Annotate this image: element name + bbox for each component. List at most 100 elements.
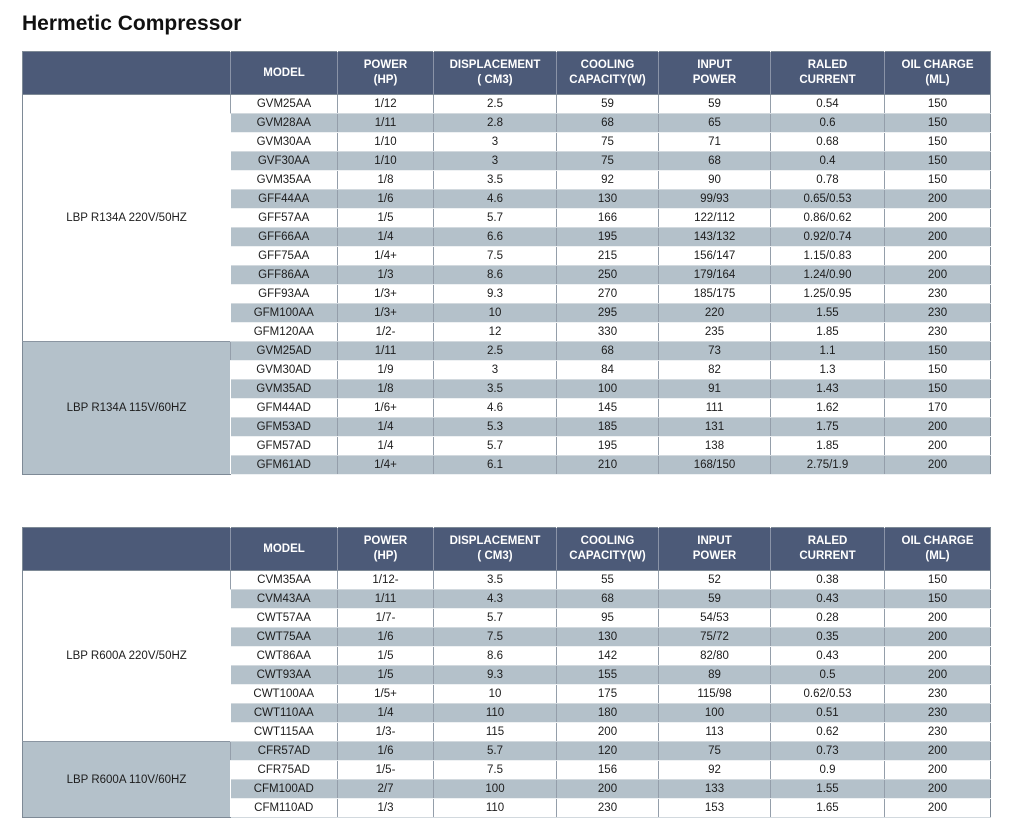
table-row: GFM100AA 1/3+ 10 295 220 1.55 230 <box>23 303 991 323</box>
cell-cooling-capacity: 230 <box>556 798 659 818</box>
cell-model: CWT86AA <box>230 646 338 666</box>
cell-displacement: 8.6 <box>433 646 557 666</box>
cell-displacement: 115 <box>433 722 557 742</box>
cell-power-hp: 1/6 <box>337 189 434 209</box>
table-row: GFM57AD 1/4 5.7 195 138 1.85 200 <box>23 436 991 456</box>
cell-power-hp: 1/9 <box>337 360 434 380</box>
table-row: LBP R600A 110V/60HZ CFR57AD 1/6 5.7 120 75 0.7… <box>22 741 991 818</box>
cell-oil-charge: 200 <box>884 208 991 228</box>
cell-model: CWT115AA <box>230 722 338 742</box>
cell-displacement: 4.6 <box>433 398 557 418</box>
cell-oil-charge: 200 <box>884 455 991 475</box>
cell-cooling-capacity: 75 <box>556 151 659 171</box>
table-row: GVM30AD 1/9 3 84 82 1.3 150 <box>23 360 991 380</box>
cell-rated-current: 0.5 <box>770 665 885 685</box>
cell-model: CWT110AA <box>230 703 338 723</box>
group-label: LBP R134A 220V/50HZ <box>22 94 231 342</box>
table-row: GFF57AA 1/5 5.7 166 122/112 0.86/0.62 200 <box>23 208 991 228</box>
cell-cooling-capacity: 215 <box>556 246 659 266</box>
table-row: CWT93AA 1/5 9.3 155 89 0.5 200 <box>23 665 991 685</box>
cell-power-hp: 1/4 <box>337 227 434 247</box>
cell-rated-current: 0.4 <box>770 151 885 171</box>
column-header: OIL CHARGE (ML) <box>884 527 991 571</box>
cell-displacement: 3 <box>433 132 557 152</box>
cell-oil-charge: 150 <box>884 360 991 380</box>
cell-rated-current: 0.62/0.53 <box>770 684 885 704</box>
cell-cooling-capacity: 180 <box>556 703 659 723</box>
column-header: RALED CURRENT <box>770 527 885 571</box>
cell-rated-current: 0.73 <box>770 741 885 761</box>
cell-input-power: 65 <box>658 113 771 133</box>
cell-rated-current: 1.75 <box>770 417 885 437</box>
cell-input-power: 71 <box>658 132 771 152</box>
cell-rated-current: 0.51 <box>770 703 885 723</box>
cell-displacement: 6.1 <box>433 455 557 475</box>
cell-oil-charge: 200 <box>884 646 991 666</box>
cell-input-power: 89 <box>658 665 771 685</box>
cell-cooling-capacity: 210 <box>556 455 659 475</box>
cell-oil-charge: 150 <box>884 151 991 171</box>
cell-cooling-capacity: 92 <box>556 170 659 190</box>
cell-displacement: 3 <box>433 360 557 380</box>
cell-oil-charge: 200 <box>884 608 991 628</box>
cell-oil-charge: 150 <box>884 170 991 190</box>
cell-displacement: 5.7 <box>433 208 557 228</box>
cell-rated-current: 1.85 <box>770 322 885 342</box>
cell-power-hp: 1/5- <box>337 760 434 780</box>
cell-oil-charge: 200 <box>884 760 991 780</box>
cell-power-hp: 1/4 <box>337 703 434 723</box>
cell-power-hp: 1/3- <box>337 722 434 742</box>
table-row: CVM43AA 1/11 4.3 68 59 0.43 150 <box>23 589 991 609</box>
cell-input-power: 73 <box>658 341 771 361</box>
column-header: COOLING CAPACITY(W) <box>556 527 659 571</box>
cell-displacement: 3.5 <box>433 570 557 590</box>
cell-oil-charge: 230 <box>884 322 991 342</box>
cell-model: CVM35AA <box>230 570 338 590</box>
cell-power-hp: 1/2- <box>337 322 434 342</box>
cell-cooling-capacity: 75 <box>556 132 659 152</box>
cell-model: GFM57AD <box>230 436 338 456</box>
cell-oil-charge: 150 <box>884 132 991 152</box>
cell-power-hp: 1/12- <box>337 570 434 590</box>
cell-cooling-capacity: 68 <box>556 341 659 361</box>
cell-input-power: 82 <box>658 360 771 380</box>
cell-rated-current: 0.35 <box>770 627 885 647</box>
cell-cooling-capacity: 84 <box>556 360 659 380</box>
cell-power-hp: 1/4 <box>337 417 434 437</box>
cell-rated-current: 1.24/0.90 <box>770 265 885 285</box>
cell-model: GFF75AA <box>230 246 338 266</box>
cell-power-hp: 1/8 <box>337 379 434 399</box>
cell-oil-charge: 200 <box>884 436 991 456</box>
cell-rated-current: 0.86/0.62 <box>770 208 885 228</box>
cell-displacement: 7.5 <box>433 760 557 780</box>
cell-oil-charge: 230 <box>884 703 991 723</box>
column-header: POWER (HP) <box>337 51 434 95</box>
column-header: DISPLACEMENT( CM3) <box>433 51 557 95</box>
cell-power-hp: 1/10 <box>337 132 434 152</box>
cell-model: GFF86AA <box>230 265 338 285</box>
cell-displacement: 2.5 <box>433 341 557 361</box>
cell-model: GVM35AA <box>230 170 338 190</box>
table-row: GFM44AD 1/6+ 4.6 145 111 1.62 170 <box>23 398 991 418</box>
table-row: GFM61AD 1/4+ 6.1 210 168/150 2.75/1.9 200 <box>23 455 991 475</box>
cell-model: GFF57AA <box>230 208 338 228</box>
cell-input-power: 113 <box>658 722 771 742</box>
cell-rated-current: 1.55 <box>770 303 885 323</box>
cell-power-hp: 1/6 <box>337 741 434 761</box>
cell-input-power: 59 <box>658 94 771 114</box>
cell-input-power: 90 <box>658 170 771 190</box>
cell-oil-charge: 200 <box>884 741 991 761</box>
cell-displacement: 110 <box>433 703 557 723</box>
table-row: GFF44AA 1/6 4.6 130 99/93 0.65/0.53 200 <box>23 189 991 209</box>
cell-input-power: 115/98 <box>658 684 771 704</box>
cell-displacement: 5.7 <box>433 741 557 761</box>
cell-model: GVM25AD <box>230 341 338 361</box>
group-header-spacer <box>22 51 231 95</box>
cell-model: CWT93AA <box>230 665 338 685</box>
cell-displacement: 6.6 <box>433 227 557 247</box>
page-title: Hermetic Compressor <box>22 12 242 35</box>
table-row: CWT75AA 1/6 7.5 130 75/72 0.35 200 <box>23 627 991 647</box>
table-row: GFM120AA 1/2- 12 330 235 1.85 230 <box>23 322 991 342</box>
cell-input-power: 111 <box>658 398 771 418</box>
table-row: GFF86AA 1/3 8.6 250 179/164 1.24/0.90 200 <box>23 265 991 285</box>
